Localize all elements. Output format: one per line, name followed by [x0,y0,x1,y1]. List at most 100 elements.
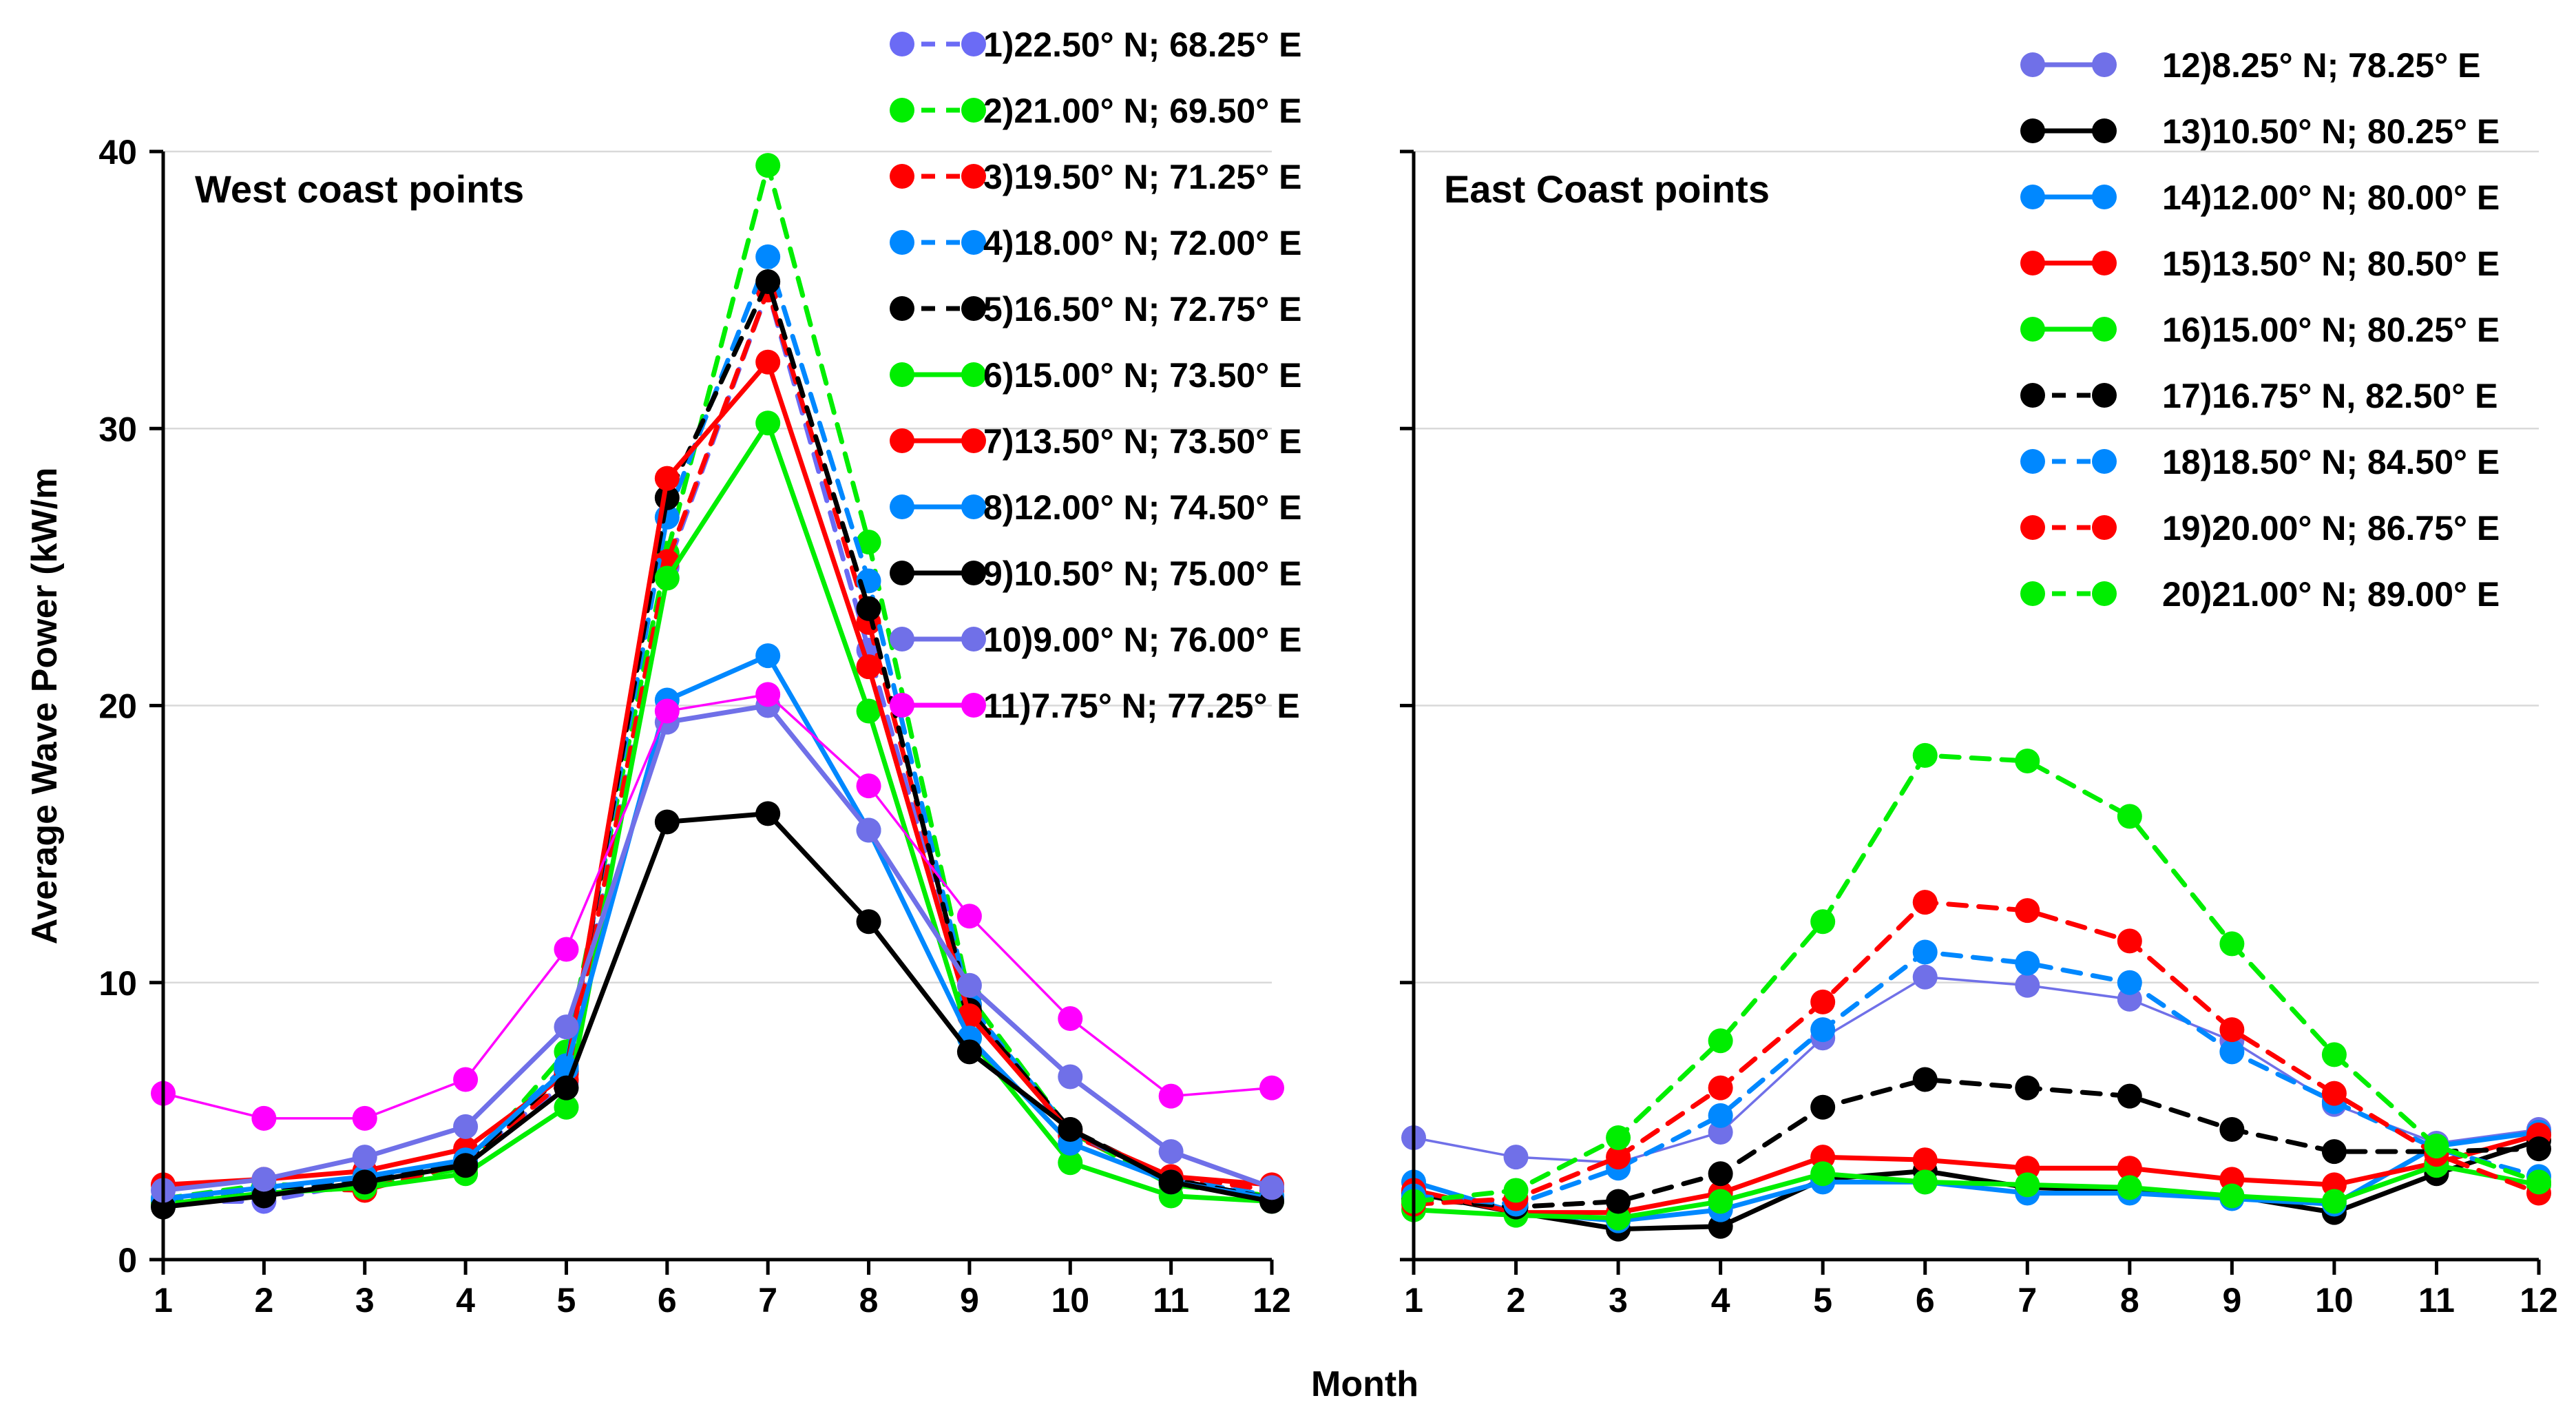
x-axis-title: Month [1311,1364,1418,1404]
series-line-p1-1 [1411,1138,2542,1232]
legend-entry-p1-8: 20)21.00° N; 89.00° E [2020,575,2500,614]
data-point-p1-s6-m5 [1810,1017,1836,1043]
legend-marker-b-p0-8 [961,561,986,585]
data-point-p1-s7-m5 [1810,989,1836,1014]
y-tick-label-10: 10 [98,964,137,1003]
x-tick-label-p1-3: 3 [1609,1281,1628,1320]
legend-label-p1-0: 12)8.25° N; 78.25° E [2162,46,2480,85]
legend-entry-p0-5: 6)15.00° N; 73.50° E [890,356,1301,395]
series-p0-9 [151,693,1284,1203]
legend-marker-a-p0-5 [890,362,914,387]
legend-entry-p1-7: 19)20.00° N; 86.75° E [2020,509,2500,548]
y-tick-label-20: 20 [98,687,137,726]
legend-entry-p0-0: 1)22.50° N; 68.25° E [890,25,1301,64]
data-point-p0-s10-m9 [956,904,982,929]
legend-marker-a-p1-0 [2020,52,2045,77]
data-point-p1-s3-m6 [1912,1147,1938,1173]
series-line-p1-0 [1412,975,2540,1164]
data-point-p0-s9-m9 [956,972,982,998]
legend-marker-b-p0-2 [961,164,986,189]
data-point-p0-s5-m8 [856,698,881,724]
data-point-p0-s10-m6 [654,698,680,724]
data-point-p0-s9-m10 [1058,1064,1083,1089]
series-line-p0-9 [160,703,1275,1193]
data-point-p1-s8-m11 [2424,1134,2449,1159]
legend-marker-b-p0-4 [961,296,986,321]
data-point-p0-s8-m11 [1158,1169,1184,1195]
series-line-p1-5 [1411,1077,2542,1210]
x-tick-label-p0-4: 4 [456,1281,475,1320]
x-tick-label-p0-6: 6 [658,1281,677,1320]
data-point-p1-s5-m8 [2117,1083,2142,1109]
series-p0-7 [151,643,1284,1211]
y-tick-label-0: 0 [118,1241,137,1280]
series-line-p1-4 [1411,1162,2542,1221]
data-point-p1-s5-m3 [1606,1189,1631,1214]
series-p0-4 [151,269,1284,1217]
data-point-p1-s3-m8 [2117,1156,2142,1181]
legend-marker-a-p1-1 [2020,118,2045,143]
legend-label-p0-6: 7)13.50° N; 73.50° E [983,422,1301,461]
legend-marker-a-p1-3 [2020,251,2045,275]
data-point-p1-s6-m9 [2219,1039,2245,1065]
legend-marker-a-p0-1 [890,98,914,123]
y-tick-label-30: 30 [98,410,137,448]
legend-marker-a-p1-5 [2020,383,2045,408]
legend-label-p1-1: 13)10.50° N; 80.25° E [2162,112,2500,151]
data-point-p0-s10-m3 [352,1105,377,1131]
legend-marker-a-p0-6 [890,428,914,453]
data-point-p1-s6-m6 [1912,939,1938,965]
legend-marker-b-p0-9 [961,627,986,651]
legend-marker-b-p1-6 [2092,449,2117,474]
data-point-p0-s8-m8 [856,909,881,935]
y-tick-label-40: 40 [98,133,137,171]
y-axis-title: Average Wave Power (kW/m [25,468,65,945]
legend-label-p0-3: 4)18.00° N; 72.00° E [983,224,1301,262]
data-point-p0-s9-m8 [856,817,881,843]
legend-entry-p0-3: 4)18.00° N; 72.00° E [890,224,1301,262]
data-point-p1-s5-m4 [1708,1161,1733,1187]
legend-label-p0-7: 8)12.00° N; 74.50° E [983,488,1301,527]
data-point-p1-s8-m5 [1810,909,1836,935]
legend-label-p1-2: 14)12.00° N; 80.00° E [2162,178,2500,217]
data-point-p0-s7-m7 [755,643,781,669]
x-tick-label-p1-4: 4 [1711,1281,1730,1320]
legends: 1)22.50° N; 68.25° E 2)21.00° N; 69.50° E… [890,25,2500,725]
data-point-p1-s4-m6 [1912,1169,1938,1195]
data-point-p1-s8-m9 [2219,931,2245,957]
data-point-p0-s5-m10 [1058,1150,1083,1176]
data-point-p0-s8-m6 [654,809,680,835]
series-line-p0-3 [160,254,1275,1205]
x-tick-label-p0-10: 10 [1051,1281,1089,1320]
data-point-p1-s8-m12 [2526,1169,2551,1195]
data-point-p1-s8-m7 [2015,748,2040,773]
data-point-p0-s5-m5 [554,1094,579,1120]
data-point-p1-s4-m4 [1708,1189,1733,1214]
legend-entry-p1-5: 17)16.75° N, 82.50° E [2020,377,2498,415]
x-tick-label-p1-12: 12 [2520,1281,2558,1320]
data-point-p0-s6-m7 [755,349,781,375]
x-tick-label-p1-1: 1 [1404,1281,1423,1320]
data-point-p1-s7-m9 [2219,1017,2245,1043]
series-layer [151,153,2551,1242]
left-panel-title: West coast points [195,167,524,211]
legend-entry-p1-6: 18)18.50° N; 84.50° E [2020,443,2500,481]
data-point-p1-s8-m6 [1912,742,1938,768]
legend-label-p1-4: 16)15.00° N; 80.25° E [2162,311,2500,349]
data-point-p1-s5-m10 [2321,1139,2347,1165]
data-point-p0-s8-m9 [956,1039,982,1065]
legend-label-p0-1: 2)21.00° N; 69.50° E [983,92,1301,130]
legend-label-p1-5: 17)16.75° N, 82.50° E [2162,377,2498,415]
series-line-p1-8 [1411,753,2542,1205]
data-point-p1-s4-m5 [1810,1161,1836,1187]
legend-label-p0-10: 11)7.75° N; 77.25° E [983,687,1300,725]
data-point-p0-s9-m12 [1259,1175,1284,1200]
legend-entry-p0-7: 8)12.00° N; 74.50° E [890,488,1301,527]
series-p0-5 [151,410,1284,1217]
data-point-p0-s10-m11 [1158,1083,1184,1109]
series-line-p0-10 [162,693,1273,1120]
legend-label-p1-8: 20)21.00° N; 89.00° E [2162,575,2500,614]
data-point-p0-s9-m2 [251,1167,277,1192]
data-point-p1-s5-m7 [2015,1075,2040,1101]
legend-label-p0-5: 6)15.00° N; 73.50° E [983,356,1301,395]
